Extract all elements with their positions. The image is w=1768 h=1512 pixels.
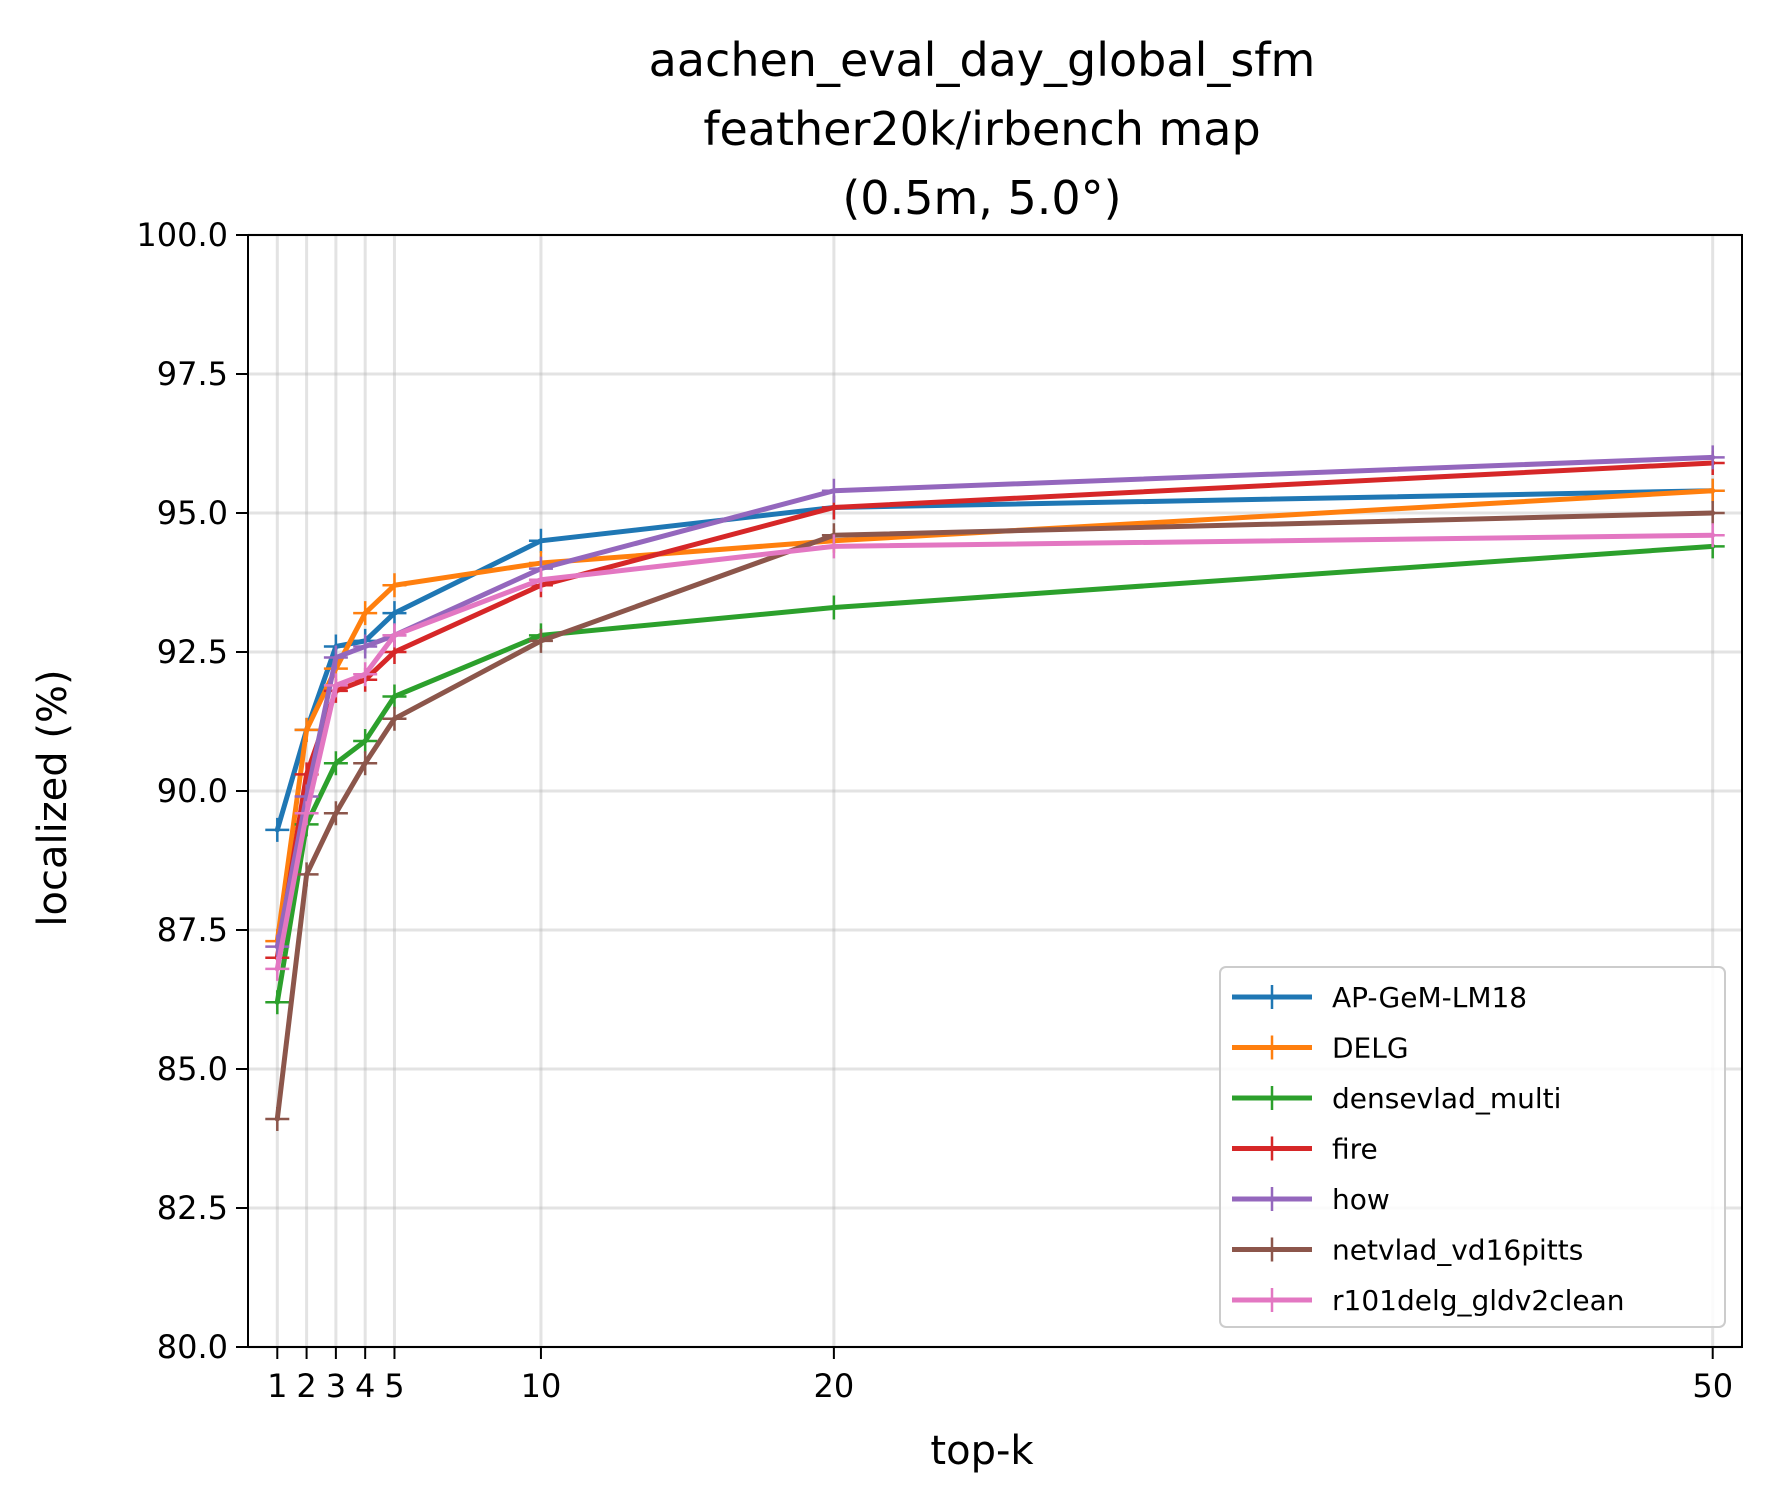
data-point: [1700, 445, 1725, 470]
series-how: [265, 445, 1725, 959]
data-point: [382, 684, 407, 709]
legend-label: densevlad_multi: [1332, 1082, 1561, 1115]
legend-label: fire: [1332, 1133, 1378, 1166]
legend-item: netvlad_vd16pitts: [1232, 1234, 1583, 1267]
data-point: [382, 573, 407, 598]
x-tick-label: 2: [296, 1367, 316, 1405]
data-point: [528, 528, 553, 553]
data-point: [821, 534, 846, 559]
legend-marker: [1260, 1136, 1284, 1161]
data-point: [265, 956, 290, 981]
x-tick-label: 5: [384, 1367, 404, 1405]
data-point: [353, 634, 378, 659]
data-point: [323, 673, 348, 698]
chart-title: aachen_eval_day_global_sfm feather20k/ir…: [649, 33, 1316, 225]
y-axis-ticks: 80.0 82.5 85.0 87.5 90.0 92.5 95.0 97.5 100.0: [136, 216, 248, 1366]
data-point: [821, 595, 846, 620]
series-line: [274, 454, 1716, 950]
data-point: [528, 628, 553, 653]
series-DELG: [265, 478, 1725, 954]
data-point: [265, 1107, 290, 1132]
legend-item: fire: [1232, 1133, 1378, 1166]
legend-item: r101delg_gldv2clean: [1232, 1284, 1625, 1317]
data-point: [528, 567, 553, 592]
legend-marker: [1260, 1187, 1284, 1211]
chart-title-line-3: (0.5m, 5.0°): [842, 171, 1121, 225]
y-tick-label: 90.0: [157, 772, 228, 810]
data-point: [382, 706, 407, 731]
y-tick-label: 85.0: [157, 1050, 228, 1088]
data-point: [265, 990, 290, 1015]
y-tick-label: 92.5: [157, 633, 228, 671]
legend-label: netvlad_vd16pitts: [1332, 1234, 1583, 1267]
legend-label: how: [1332, 1183, 1390, 1216]
legend-marker: [1260, 985, 1284, 1009]
legend-box: [1219, 966, 1726, 1328]
chart-title-line-1: aachen_eval_day_global_sfm: [649, 33, 1316, 87]
x-tick-label: 3: [326, 1367, 346, 1405]
y-tick-label: 95.0: [157, 494, 228, 532]
data-point: [353, 728, 378, 753]
data-point: [265, 934, 290, 959]
series-line: [274, 488, 1716, 833]
data-point: [323, 751, 348, 776]
legend-marker: [1260, 1237, 1284, 1262]
y-tick-label: 82.5: [157, 1189, 228, 1227]
series-line: [274, 488, 1716, 944]
data-point: [353, 662, 378, 687]
series-densevlad_multi: [265, 534, 1725, 1015]
y-tick-label: 87.5: [157, 911, 228, 949]
data-point: [294, 801, 319, 826]
series-line: [274, 543, 1716, 1005]
series-layer: [265, 445, 1725, 1132]
x-axis-label: top-k: [930, 1428, 1034, 1474]
legend-label: AP-GeM-LM18: [1332, 981, 1527, 1014]
legend-marker: [1260, 1035, 1284, 1060]
legend-item: densevlad_multi: [1232, 1082, 1561, 1115]
series-r101delg_gldv2clean: [265, 523, 1725, 981]
data-point: [353, 601, 378, 626]
data-point: [323, 645, 348, 670]
y-axis-label: localized (%): [30, 669, 76, 926]
data-point: [294, 717, 319, 742]
y-tick-label: 80.0: [157, 1328, 228, 1366]
data-point: [1700, 523, 1725, 548]
data-point: [323, 801, 348, 826]
data-point: [382, 601, 407, 626]
x-tick-label: 10: [521, 1367, 562, 1405]
legend-label: DELG: [1332, 1032, 1409, 1065]
chart-title-line-2: feather20k/irbench map: [703, 102, 1260, 156]
data-point: [1700, 478, 1725, 503]
y-tick-label: 97.5: [157, 355, 228, 393]
legend-item: how: [1232, 1183, 1390, 1216]
data-point: [821, 478, 846, 503]
legend-item: AP-GeM-LM18: [1232, 981, 1527, 1014]
x-tick-label: 4: [355, 1367, 375, 1405]
y-tick-label: 100.0: [136, 216, 228, 254]
series-line: [274, 532, 1716, 972]
legend-label: r101delg_gldv2clean: [1332, 1284, 1625, 1317]
x-axis-ticks: 1 2 3 4 5 10 20 50: [267, 1347, 1733, 1405]
x-tick-label: 1: [267, 1367, 287, 1405]
legend-marker: [1260, 1288, 1284, 1312]
data-point: [265, 817, 290, 842]
legend-item: DELG: [1232, 1032, 1409, 1065]
data-point: [382, 623, 407, 648]
data-point: [1700, 501, 1725, 525]
series-line: [274, 460, 1716, 961]
x-tick-label: 20: [814, 1367, 855, 1405]
data-point: [353, 751, 378, 776]
legend-marker: [1260, 1086, 1284, 1110]
data-point: [294, 862, 319, 887]
x-tick-label: 50: [1692, 1367, 1733, 1405]
